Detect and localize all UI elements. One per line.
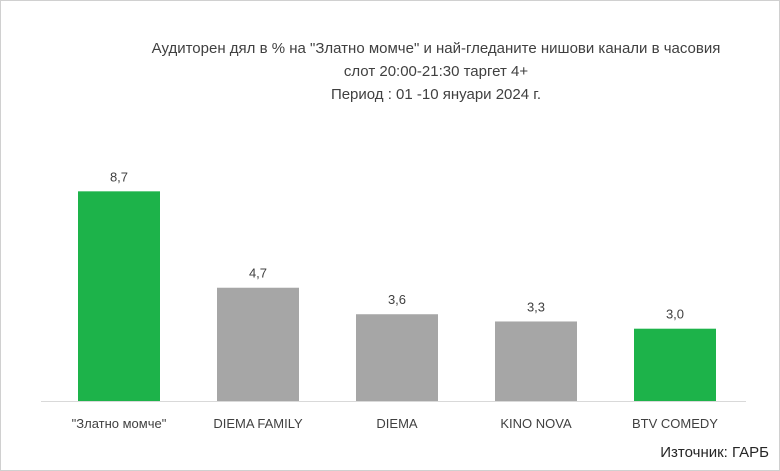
category-label: DIEMA FAMILY: [213, 416, 303, 431]
data-label: 3,3: [527, 299, 545, 314]
data-label: 3,6: [388, 292, 406, 307]
chart-title-line-1: Аудиторен дял в % на "Златно момче" и на…: [151, 40, 721, 57]
bar: [356, 314, 438, 401]
category-label: DIEMA: [376, 416, 418, 431]
data-label: 3,0: [666, 307, 684, 322]
category-label: "Златно момче": [72, 416, 167, 431]
category-label: BTV COMEDY: [632, 416, 718, 431]
category-label: KINO NOVA: [500, 416, 572, 431]
bar: [217, 287, 299, 401]
bar: [78, 191, 160, 401]
source-note: Източник: ГАРБ: [660, 444, 769, 461]
bar: [634, 328, 716, 401]
bar: [495, 321, 577, 401]
data-label: 4,7: [249, 266, 267, 281]
data-label: 8,7: [110, 169, 128, 184]
chart-title-line-2: слот 20:00-21:30 таргет 4+: [343, 63, 529, 80]
chart-title-line-3: Период : 01 -10 януари 2024 г.: [330, 86, 542, 103]
